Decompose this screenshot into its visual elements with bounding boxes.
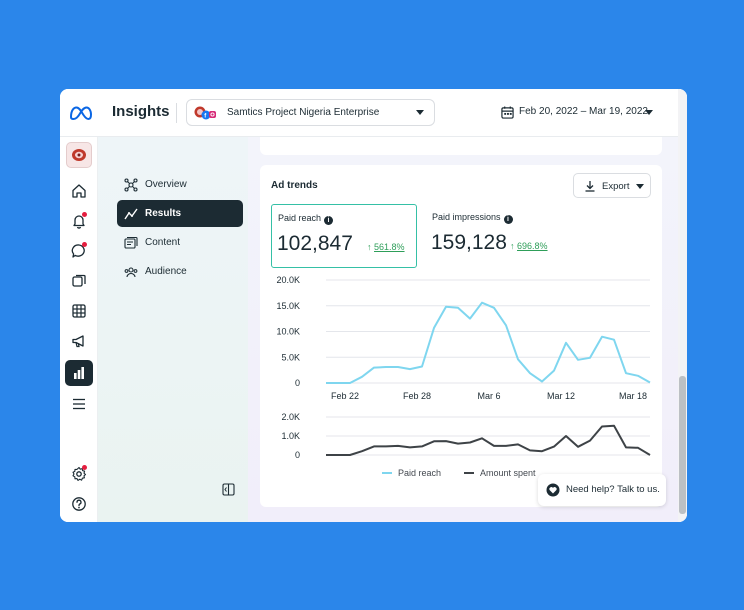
subnav-label: Results xyxy=(145,208,182,219)
megaphone-icon xyxy=(72,335,84,348)
gear-icon xyxy=(72,466,87,481)
messages-button[interactable] xyxy=(65,238,93,264)
subnav-item-audience[interactable]: Audience xyxy=(117,258,243,285)
overview-network-icon xyxy=(124,177,138,192)
trend-line-icon xyxy=(124,208,138,219)
account-profile-icons: f xyxy=(194,106,216,120)
metric-value: 102,847 xyxy=(277,232,353,255)
metric-value: 159,128 xyxy=(431,231,507,254)
app-window: Insights f Samtics Project Nigeria Enter… xyxy=(60,89,687,522)
help-question-icon xyxy=(72,497,86,511)
y-tick-label: 5.0K xyxy=(281,352,300,362)
help-button[interactable] xyxy=(65,491,93,517)
metric-paid-reach[interactable]: Paid reach i 102,847 ↑ 561.8% xyxy=(271,204,417,268)
header-divider xyxy=(176,103,177,123)
y-tick-label: 20.0K xyxy=(276,275,300,285)
chevron-down-icon xyxy=(636,184,644,189)
subnav-label: Overview xyxy=(145,179,187,190)
y-tick-label: 0 xyxy=(295,450,300,460)
notifications-button[interactable] xyxy=(65,208,93,234)
metric-label: Paid reach i xyxy=(278,213,334,225)
menu-button[interactable] xyxy=(65,391,93,417)
scrollbar[interactable] xyxy=(678,89,687,522)
notification-dot xyxy=(82,465,87,470)
need-help-button[interactable]: Need help? Talk to us. xyxy=(538,474,666,506)
ad-trends-card: Ad trends Export Paid reach i 102,847 ↑ 5… xyxy=(260,165,662,507)
legend-label: Paid reach xyxy=(398,468,441,478)
subnav-label: Content xyxy=(145,237,181,248)
notification-dot xyxy=(82,242,87,247)
subnav-item-overview[interactable]: Overview xyxy=(117,171,243,198)
insights-button[interactable] xyxy=(65,360,93,386)
legend-label: Amount spent xyxy=(480,468,536,478)
chevron-down-icon[interactable] xyxy=(645,110,653,115)
bar-chart-icon xyxy=(74,367,84,379)
content-media-icon xyxy=(124,236,138,249)
table-button[interactable] xyxy=(65,298,93,324)
chevron-down-icon xyxy=(416,110,424,115)
series-line-amount-spent xyxy=(326,424,651,456)
insights-subnav: Overview Results Content Audience xyxy=(98,137,248,522)
y-tick-label: 15.0K xyxy=(276,301,300,311)
need-help-label: Need help? Talk to us. xyxy=(566,484,660,495)
top-bar: Insights f Samtics Project Nigeria Enter… xyxy=(60,89,687,137)
previous-card xyxy=(260,137,662,155)
main-content: Ad trends Export Paid reach i 102,847 ↑ 5… xyxy=(248,137,687,522)
scrollbar-thumb[interactable] xyxy=(679,376,686,514)
info-icon[interactable]: i xyxy=(324,216,334,225)
svg-text:f: f xyxy=(204,114,207,120)
stacked-pages-icon xyxy=(72,274,86,287)
home-icon xyxy=(72,184,86,198)
metric-label: Paid impressions i xyxy=(432,212,513,224)
x-tick-label: Mar 6 xyxy=(477,391,500,401)
calendar-icon xyxy=(501,106,514,119)
x-tick-label: Feb 22 xyxy=(331,391,359,401)
left-rail xyxy=(60,137,98,522)
settings-button[interactable] xyxy=(65,461,93,487)
arrow-up-icon: ↑ xyxy=(510,241,515,251)
arrow-up-icon: ↑ xyxy=(367,242,372,252)
y-tick-label: 0 xyxy=(295,378,300,388)
date-range-picker[interactable]: Feb 20, 2022 – Mar 19, 2022 xyxy=(519,106,648,117)
ads-button[interactable] xyxy=(65,328,93,354)
download-icon xyxy=(585,181,595,192)
home-button[interactable] xyxy=(65,178,93,204)
metric-change: ↑ 696.8% xyxy=(510,241,548,251)
audience-people-icon xyxy=(124,266,138,277)
pages-button[interactable] xyxy=(65,268,93,294)
meta-logo-icon[interactable] xyxy=(68,103,92,123)
account-name: Samtics Project Nigeria Enterprise xyxy=(227,107,380,118)
x-tick-label: Feb 28 xyxy=(403,391,431,401)
profile-logo-icon xyxy=(72,149,86,161)
card-title: Ad trends xyxy=(271,180,318,191)
table-icon xyxy=(72,304,86,318)
subnav-item-content[interactable]: Content xyxy=(117,229,243,256)
x-tick-label: Mar 12 xyxy=(547,391,575,401)
metric-paid-impressions[interactable]: Paid impressions i 159,128 ↑ 696.8% xyxy=(426,204,576,268)
chat-bubble-icon xyxy=(71,244,85,258)
notification-dot xyxy=(82,212,87,217)
metric-change: ↑ 561.8% xyxy=(367,242,405,252)
page-title: Insights xyxy=(112,103,170,120)
hamburger-menu-icon xyxy=(73,398,85,410)
ad-trends-charts: 20.0K 15.0K 10.0K 5.0K 0 Feb 22 Feb 28 Mar 6 Mar… xyxy=(276,275,651,478)
bell-icon xyxy=(73,215,85,229)
account-selector[interactable]: f Samtics Project Nigeria Enterprise xyxy=(186,99,435,126)
subnav-item-results[interactable]: Results xyxy=(117,200,243,227)
info-icon[interactable]: i xyxy=(503,215,513,224)
y-tick-label: 2.0K xyxy=(281,412,300,422)
y-tick-label: 1.0K xyxy=(281,431,300,441)
x-tick-label: Mar 18 xyxy=(619,391,647,401)
heart-chat-icon xyxy=(546,483,560,497)
collapse-panel-icon[interactable] xyxy=(222,483,235,496)
y-tick-label: 10.0K xyxy=(276,327,300,337)
series-line-paid-reach xyxy=(326,301,651,384)
export-label: Export xyxy=(602,181,630,192)
subnav-label: Audience xyxy=(145,266,187,277)
export-button[interactable]: Export xyxy=(573,173,651,198)
profile-avatar[interactable] xyxy=(66,142,92,168)
